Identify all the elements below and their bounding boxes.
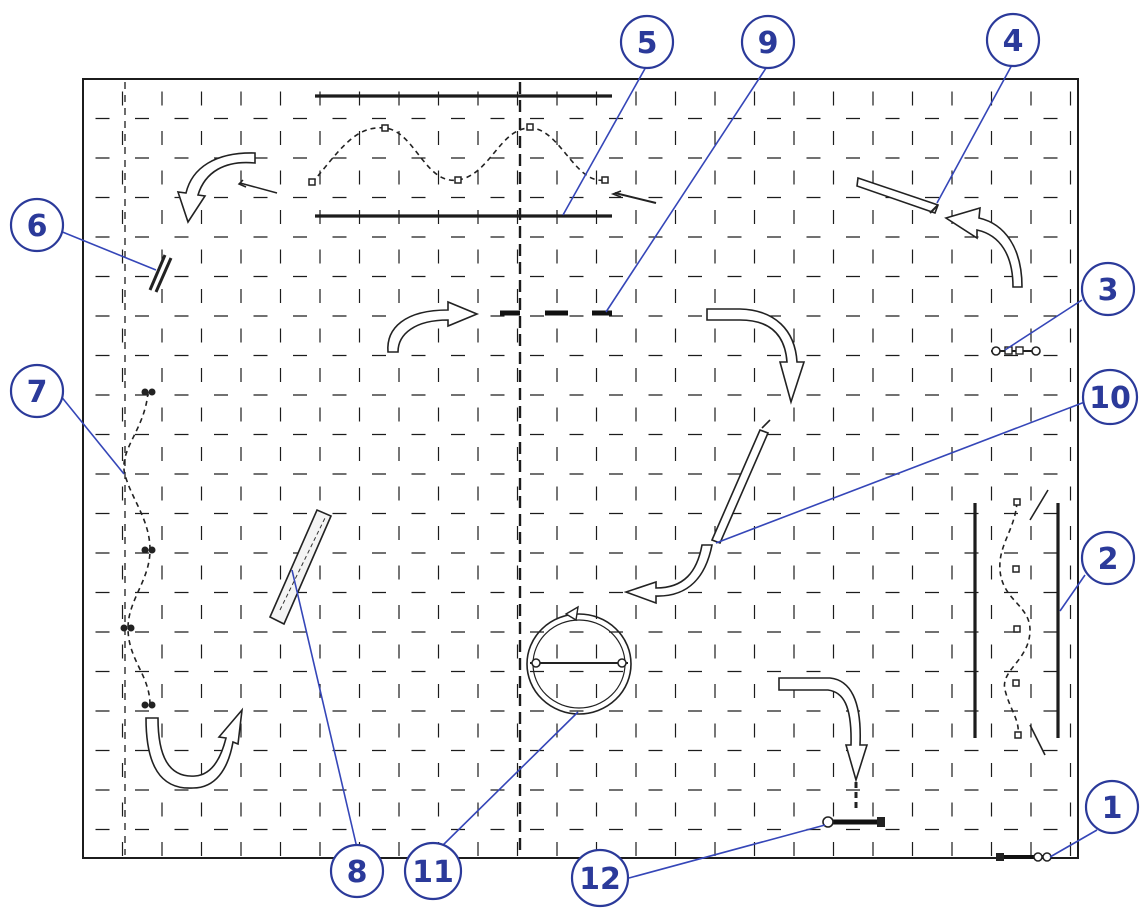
svg-text:2: 2	[1098, 542, 1119, 577]
curved-arrow-center-left	[387, 300, 480, 353]
leader-4	[936, 62, 1014, 204]
item-4-slanted-bar	[856, 176, 940, 215]
callout-3: 3	[1080, 261, 1136, 317]
svg-text:4: 4	[1003, 24, 1024, 59]
leader-9	[605, 64, 769, 313]
leader-3	[1004, 299, 1083, 351]
svg-text:8: 8	[347, 855, 368, 890]
callout-1: 1	[1084, 779, 1140, 835]
leader-8	[291, 569, 358, 849]
curved-arrow-top-right	[944, 206, 1023, 288]
callout-10: 10	[1081, 368, 1139, 426]
callout-5: 5	[619, 14, 675, 70]
svg-text:6: 6	[27, 209, 48, 244]
curved-arrow-right-upper	[706, 308, 806, 405]
svg-text:1: 1	[1102, 791, 1123, 826]
leader-6	[59, 230, 157, 271]
callout-6: 6	[9, 197, 65, 253]
leader-12	[628, 824, 826, 879]
curved-arrow-bottom-right	[778, 677, 869, 783]
item-8-ladder	[268, 508, 333, 626]
leader-lines	[59, 62, 1098, 879]
callout-2: 2	[1080, 530, 1136, 586]
leader-11	[439, 711, 579, 849]
svg-text:9: 9	[758, 26, 779, 61]
callout-11: 11	[403, 841, 463, 901]
item-11-loop	[526, 605, 632, 715]
curved-arrow-bottom-left	[145, 707, 244, 789]
leader-5	[562, 64, 648, 216]
item-5-wave-channel	[237, 94, 657, 218]
item-1-connector	[996, 852, 1052, 862]
svg-text:3: 3	[1098, 273, 1119, 308]
callout-4: 4	[985, 12, 1041, 68]
item-6-cross-marker	[148, 254, 173, 293]
svg-text:7: 7	[27, 375, 48, 410]
svg-text:5: 5	[637, 26, 658, 61]
svg-text:12: 12	[579, 862, 621, 897]
item-12-device	[822, 782, 885, 828]
curved-arrow-lower-middle	[623, 544, 713, 605]
callout-9: 9	[740, 14, 796, 70]
grid-marks	[83, 79, 1078, 858]
leader-10	[715, 399, 1091, 544]
svg-text:11: 11	[412, 855, 454, 890]
callout-12: 12	[570, 848, 630, 908]
leader-2	[1059, 574, 1086, 612]
leader-7	[59, 394, 125, 475]
item-7-vertical-wave	[120, 388, 156, 709]
item-2-vertical-channel	[973, 489, 1060, 756]
svg-text:10: 10	[1089, 381, 1131, 416]
callout-8: 8	[329, 843, 385, 899]
item-3-connector	[991, 346, 1041, 356]
callout-7: 7	[9, 363, 65, 419]
curved-arrow-top-left	[176, 152, 256, 224]
leader-1	[1049, 829, 1098, 858]
